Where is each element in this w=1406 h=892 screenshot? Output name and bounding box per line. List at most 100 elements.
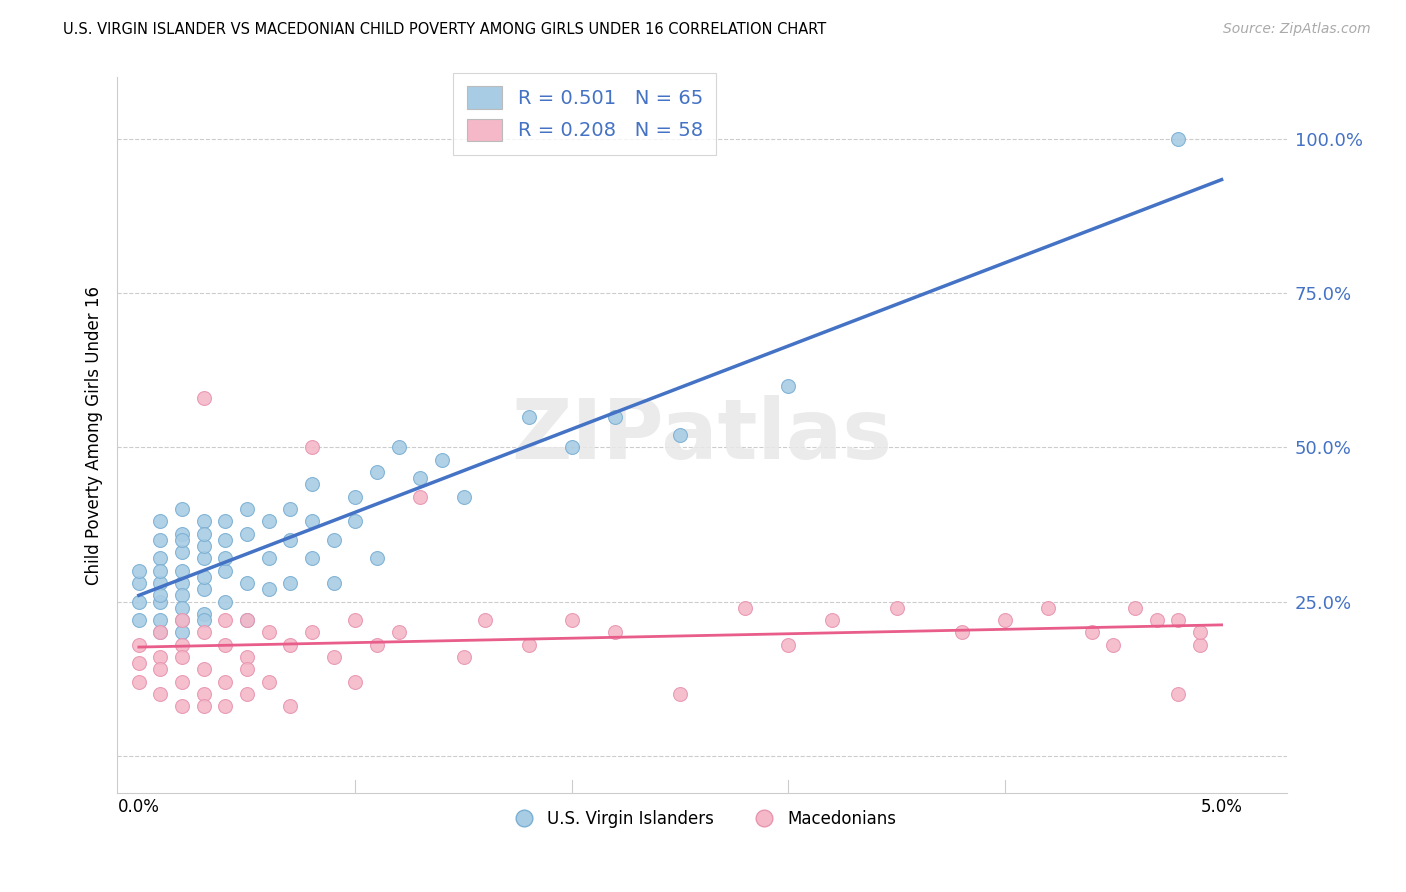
Point xyxy=(366,551,388,566)
Point xyxy=(193,526,215,541)
Point xyxy=(366,638,388,652)
Point xyxy=(344,514,367,528)
Point xyxy=(214,699,236,714)
Point xyxy=(236,576,259,591)
Point xyxy=(214,533,236,547)
Point xyxy=(257,625,280,640)
Point xyxy=(193,613,215,627)
Point xyxy=(149,551,172,566)
Point xyxy=(172,564,194,578)
Point xyxy=(236,502,259,516)
Point xyxy=(280,576,302,591)
Point xyxy=(128,594,150,608)
Point xyxy=(301,514,323,528)
Point xyxy=(1188,638,1211,652)
Point xyxy=(322,650,344,665)
Point xyxy=(193,625,215,640)
Point xyxy=(193,391,215,405)
Point xyxy=(149,564,172,578)
Point xyxy=(236,662,259,676)
Point xyxy=(409,490,432,504)
Point xyxy=(344,674,367,689)
Point xyxy=(388,441,411,455)
Point xyxy=(1080,625,1102,640)
Point xyxy=(172,613,194,627)
Point xyxy=(172,638,194,652)
Point xyxy=(236,526,259,541)
Point xyxy=(778,638,800,652)
Point xyxy=(994,613,1017,627)
Point xyxy=(214,514,236,528)
Point xyxy=(280,699,302,714)
Text: Source: ZipAtlas.com: Source: ZipAtlas.com xyxy=(1223,22,1371,37)
Point xyxy=(214,638,236,652)
Point xyxy=(214,674,236,689)
Point xyxy=(193,662,215,676)
Point xyxy=(149,662,172,676)
Point xyxy=(1167,132,1189,146)
Point xyxy=(1167,613,1189,627)
Point xyxy=(214,564,236,578)
Point xyxy=(128,576,150,591)
Point xyxy=(193,687,215,701)
Point xyxy=(193,514,215,528)
Text: U.S. VIRGIN ISLANDER VS MACEDONIAN CHILD POVERTY AMONG GIRLS UNDER 16 CORRELATIO: U.S. VIRGIN ISLANDER VS MACEDONIAN CHILD… xyxy=(63,22,827,37)
Legend: U.S. Virgin Islanders, Macedonians: U.S. Virgin Islanders, Macedonians xyxy=(501,803,903,834)
Point xyxy=(344,613,367,627)
Point xyxy=(236,687,259,701)
Point xyxy=(257,582,280,597)
Point xyxy=(453,490,475,504)
Point xyxy=(172,674,194,689)
Point xyxy=(172,576,194,591)
Point xyxy=(778,378,800,392)
Point xyxy=(301,441,323,455)
Text: ZIPatlas: ZIPatlas xyxy=(512,394,893,475)
Point xyxy=(214,551,236,566)
Point xyxy=(950,625,973,640)
Point xyxy=(1188,625,1211,640)
Point xyxy=(149,650,172,665)
Point xyxy=(172,502,194,516)
Point xyxy=(344,490,367,504)
Point xyxy=(149,625,172,640)
Point xyxy=(734,600,756,615)
Point xyxy=(172,613,194,627)
Point xyxy=(172,545,194,559)
Point xyxy=(149,625,172,640)
Point xyxy=(517,409,540,424)
Point xyxy=(669,687,692,701)
Point xyxy=(388,625,411,640)
Point xyxy=(128,613,150,627)
Point xyxy=(149,613,172,627)
Point xyxy=(1146,613,1168,627)
Point xyxy=(236,613,259,627)
Point xyxy=(172,600,194,615)
Point xyxy=(886,600,908,615)
Point xyxy=(193,699,215,714)
Point xyxy=(1038,600,1060,615)
Point xyxy=(301,625,323,640)
Point xyxy=(149,588,172,602)
Point xyxy=(193,570,215,584)
Point xyxy=(193,582,215,597)
Point xyxy=(322,533,344,547)
Point xyxy=(149,533,172,547)
Point xyxy=(430,452,453,467)
Point xyxy=(172,699,194,714)
Point xyxy=(366,465,388,479)
Point xyxy=(561,441,583,455)
Point xyxy=(257,674,280,689)
Point xyxy=(172,625,194,640)
Point xyxy=(517,638,540,652)
Point xyxy=(193,607,215,621)
Point xyxy=(214,613,236,627)
Point xyxy=(149,576,172,591)
Point xyxy=(280,502,302,516)
Point xyxy=(128,656,150,670)
Point xyxy=(172,588,194,602)
Point xyxy=(1167,687,1189,701)
Point xyxy=(149,594,172,608)
Point xyxy=(236,650,259,665)
Point xyxy=(561,613,583,627)
Point xyxy=(474,613,496,627)
